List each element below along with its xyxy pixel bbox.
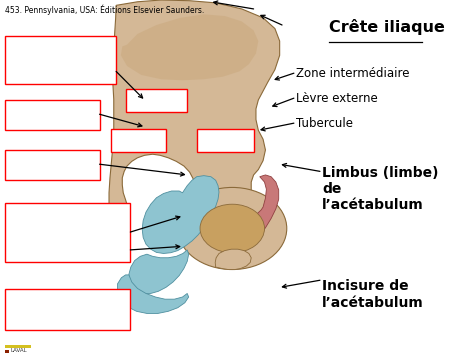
Polygon shape <box>109 0 280 263</box>
Bar <box>111 129 166 152</box>
Polygon shape <box>121 14 258 80</box>
Bar <box>126 89 187 112</box>
Text: Incisure de
l’acétabulum: Incisure de l’acétabulum <box>322 280 424 310</box>
Bar <box>197 129 254 152</box>
Bar <box>5 345 31 348</box>
Text: Tubercule: Tubercule <box>296 117 353 130</box>
Text: 453. Pennsylvania, USA: Éditions Elsevier Saunders.: 453. Pennsylvania, USA: Éditions Elsevie… <box>5 4 204 15</box>
Text: Crête iliaque: Crête iliaque <box>329 19 445 35</box>
Text: Zone intermédiaire: Zone intermédiaire <box>296 67 410 80</box>
Polygon shape <box>142 176 219 253</box>
Text: Lèvre externe: Lèvre externe <box>296 92 378 105</box>
Bar <box>5 203 130 262</box>
Bar <box>5 150 100 180</box>
Bar <box>5 100 100 130</box>
Circle shape <box>178 187 287 270</box>
Polygon shape <box>235 175 279 249</box>
Polygon shape <box>129 250 189 293</box>
Bar <box>5 289 130 330</box>
Text: LAVAL: LAVAL <box>10 348 27 353</box>
Polygon shape <box>118 275 189 313</box>
Polygon shape <box>215 249 251 270</box>
Bar <box>5 36 116 84</box>
Bar <box>5 350 9 353</box>
Text: Limbus (limbe)
de
l’acétabulum: Limbus (limbe) de l’acétabulum <box>322 166 439 212</box>
Circle shape <box>200 204 264 253</box>
